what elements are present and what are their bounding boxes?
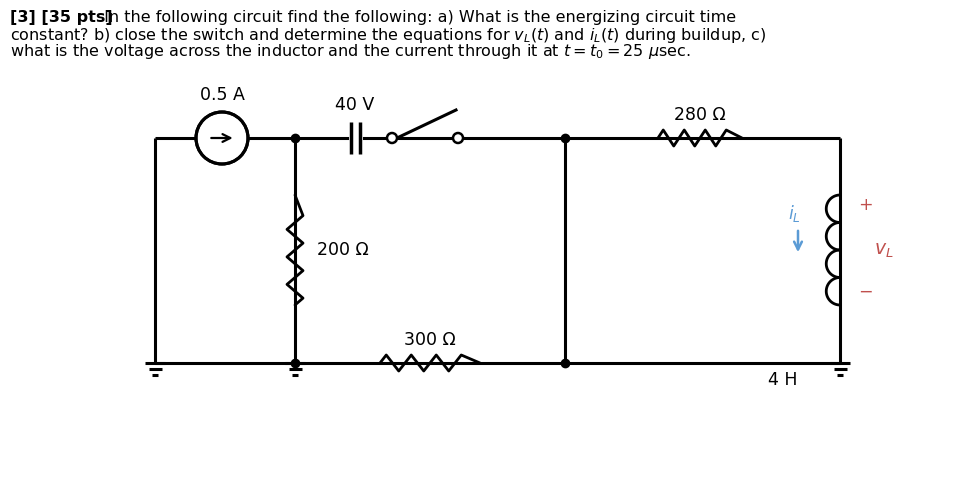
Text: constant? b) close the switch and determine the equations for $v_L(t)$ and $i_L(: constant? b) close the switch and determ… [10, 26, 766, 45]
Circle shape [196, 112, 248, 164]
Text: $-$: $-$ [858, 282, 873, 300]
Text: In the following circuit find the following: a) What is the energizing circuit t: In the following circuit find the follow… [99, 10, 736, 25]
Text: 200 Ω: 200 Ω [317, 241, 368, 259]
Text: 280 Ω: 280 Ω [674, 106, 726, 124]
Text: $i_L$: $i_L$ [787, 203, 801, 224]
Circle shape [453, 133, 463, 143]
Text: 40 V: 40 V [336, 96, 374, 114]
Text: 4 H: 4 H [769, 371, 798, 389]
Text: 300 Ω: 300 Ω [404, 331, 455, 349]
Text: $v_L$: $v_L$ [874, 240, 894, 260]
Text: what is the voltage across the inductor and the current through it at $t = t_0 =: what is the voltage across the inductor … [10, 42, 690, 61]
Text: +: + [858, 196, 872, 214]
Text: [3] [35 pts]: [3] [35 pts] [10, 10, 112, 25]
Text: 0.5 A: 0.5 A [199, 86, 245, 104]
Circle shape [387, 133, 397, 143]
